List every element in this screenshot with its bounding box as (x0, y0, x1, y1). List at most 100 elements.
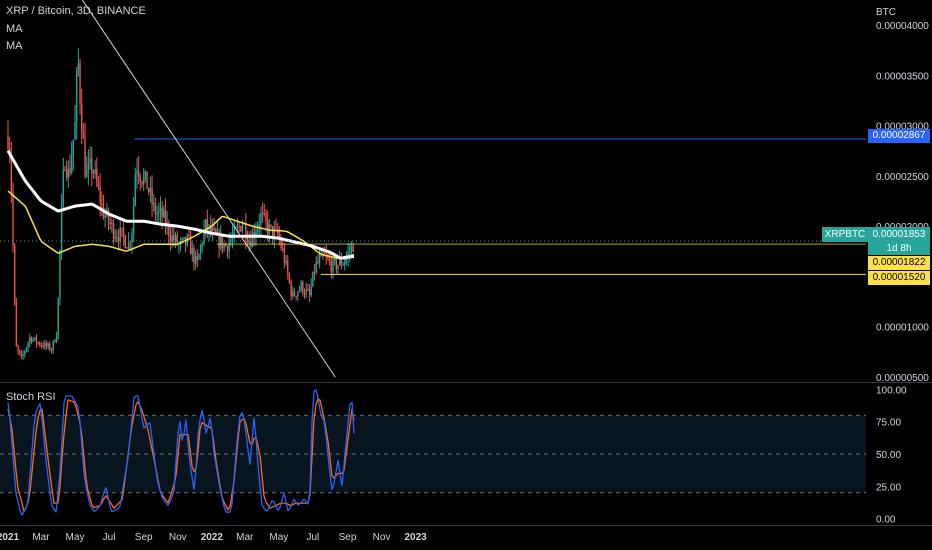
candle-body (188, 235, 190, 237)
candle-body (349, 251, 351, 253)
candle-body (266, 220, 269, 234)
rsi-tick-label: 0.00 (876, 515, 896, 526)
candle-body (112, 222, 115, 239)
last-price-tag: 0.00001853 (868, 227, 930, 242)
candle-body (315, 261, 317, 273)
candle-body (174, 235, 177, 241)
time-tick-label: Sep (135, 532, 153, 543)
candle-body (97, 182, 100, 188)
candle-body (327, 256, 329, 259)
candle-body (12, 192, 14, 246)
candle-body (84, 138, 86, 177)
candle-body (121, 227, 123, 229)
time-tick-label: Nov (169, 532, 187, 543)
candle-body (119, 227, 121, 242)
candle-body (74, 121, 76, 140)
time-tick-label: Nov (373, 532, 391, 543)
candle-body (273, 228, 276, 239)
candle-body (164, 209, 167, 226)
candle-body (159, 207, 162, 211)
ma-short-line (7, 190, 355, 260)
rsi-tick-label: 75.00 (876, 418, 901, 429)
candle-body (45, 342, 48, 347)
countdown-tag: 1d 8h (868, 242, 930, 255)
candle-body (131, 233, 133, 243)
candle-body (340, 258, 343, 266)
candle-body (24, 351, 26, 355)
candle-body (52, 340, 54, 351)
candle-body (136, 170, 138, 175)
candle-body (183, 237, 185, 239)
candle-body (35, 337, 38, 344)
candle-body (91, 158, 93, 173)
candle-body (298, 289, 301, 292)
candle-body (65, 170, 68, 178)
candle-body (144, 171, 147, 177)
candle-body (226, 245, 229, 252)
candle-body (337, 264, 339, 270)
candle-body (55, 337, 58, 342)
candle-body (228, 242, 230, 252)
candle-body (49, 344, 51, 350)
candle-body (86, 169, 88, 177)
candle-body (307, 289, 309, 291)
candle-body (312, 271, 314, 287)
rsi-layer (0, 389, 866, 516)
stoch-rsi-legend[interactable]: Stoch RSI (6, 391, 56, 403)
candle-body (99, 187, 101, 204)
symbol-title[interactable]: XRP / Bitcoin, 3D, BINANCE (6, 5, 146, 17)
candle-body (297, 291, 299, 297)
candle-body (129, 242, 131, 244)
rsi-tick-label: 100.00 (876, 385, 907, 396)
candle-body (62, 169, 64, 206)
candle-body (139, 176, 142, 182)
candle-body (352, 245, 354, 252)
candle-body (25, 347, 28, 352)
candle-body (92, 172, 95, 174)
candle-body (161, 207, 163, 217)
candle-body (163, 209, 165, 217)
rsi-tick-label: 50.00 (876, 450, 901, 461)
time-tick-label: May (269, 532, 288, 543)
candle-body (203, 229, 205, 244)
candle-body (141, 181, 143, 185)
candle-body (290, 282, 292, 296)
candle-body (322, 252, 324, 254)
candle-body (295, 295, 297, 297)
time-tick-label: May (66, 532, 85, 543)
candle-body (156, 212, 158, 215)
candle-body (344, 261, 346, 265)
candle-body (69, 167, 71, 173)
candle-body (134, 174, 137, 206)
candle-body (302, 282, 304, 294)
candle-body (153, 203, 155, 205)
candle-body (245, 223, 247, 240)
candle-body (218, 231, 220, 248)
candle-body (288, 273, 291, 283)
candle-body (117, 237, 120, 242)
rsi-tick-label: 25.00 (876, 482, 901, 493)
lines-layer (0, 0, 866, 378)
candle-body (104, 215, 106, 218)
candle-body (142, 176, 145, 185)
candle-body (260, 212, 262, 225)
time-tick-label: Mar (32, 532, 50, 543)
candle-body (7, 135, 9, 149)
candle-body (347, 252, 349, 257)
candle-body (255, 231, 257, 237)
candle-body (42, 345, 44, 347)
candle-body (47, 344, 49, 347)
candle-body (209, 225, 212, 233)
candle-body (238, 226, 240, 228)
candle-body (87, 162, 90, 170)
candle-body (285, 260, 287, 263)
ma-legend-1[interactable]: MA (6, 23, 23, 35)
candle-body (19, 350, 21, 354)
candle-body (332, 259, 334, 273)
candle-body (158, 210, 160, 213)
ma-legend-2[interactable]: MA (6, 40, 23, 52)
candle-body (37, 342, 39, 344)
candle-body (236, 226, 239, 228)
candle-body (124, 235, 126, 248)
